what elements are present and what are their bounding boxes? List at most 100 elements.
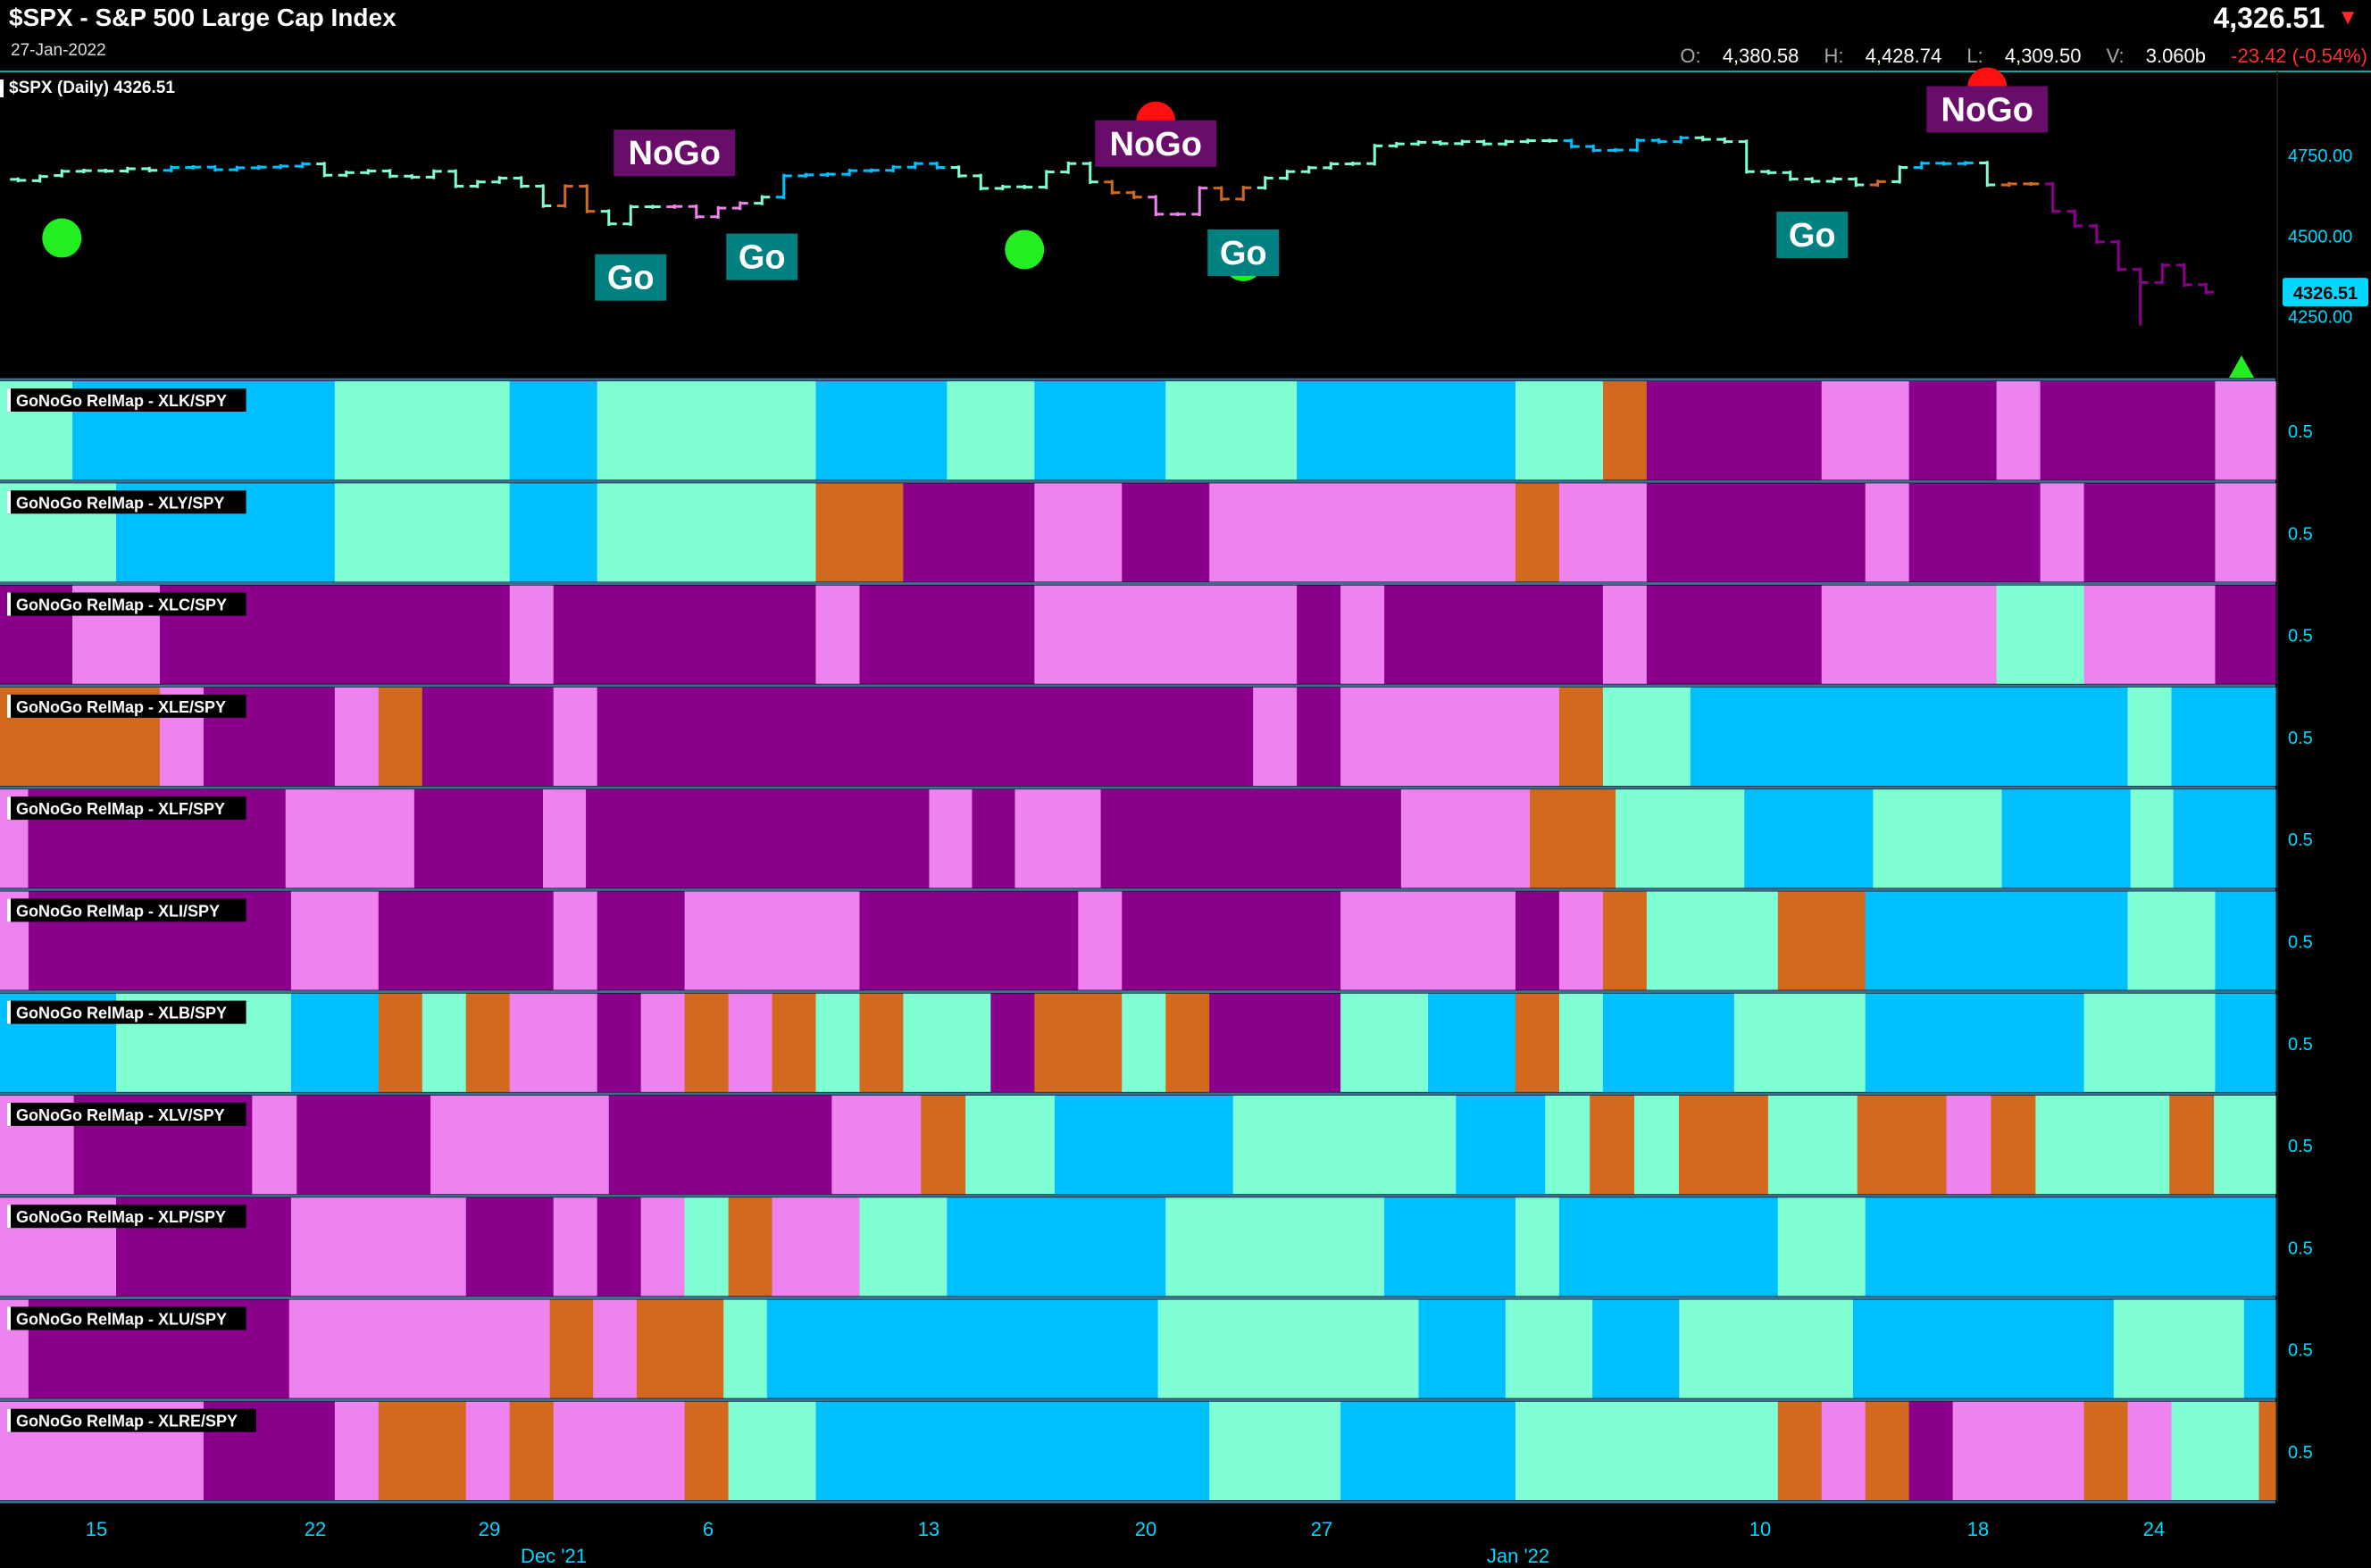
- heatmap-cell: [1767, 1095, 1858, 1195]
- heatmap-cell: [1297, 381, 1516, 480]
- heatmap-cell: [2040, 483, 2085, 582]
- heatmap-cell: [1865, 483, 1910, 582]
- open-key: O:: [1680, 45, 1701, 67]
- heatmap-cell: [1297, 585, 1341, 684]
- heatmap-cell: [2113, 1299, 2245, 1398]
- heatmap-cell: [728, 1197, 773, 1297]
- heatmap-cell: [2173, 789, 2276, 888]
- panel-label-box: [7, 592, 246, 616]
- heatmap-cell: [859, 891, 1079, 990]
- heatmap-cell: [1865, 891, 2129, 990]
- go-label-box: [1776, 212, 1849, 259]
- heatmap-cell: [1744, 789, 1874, 888]
- go-label: Go: [607, 260, 655, 297]
- heatmap-cell: [597, 1197, 642, 1297]
- heatmap-cell: [2243, 1299, 2276, 1398]
- heatmap-cell: [1646, 585, 1823, 684]
- heatmap-cell: [378, 1401, 467, 1500]
- heatmap-cell: [1821, 381, 1910, 480]
- heatmap-cell: [1100, 789, 1402, 888]
- heatmap-cell: [1034, 585, 1298, 684]
- go-label: Go: [1789, 217, 1836, 254]
- heatmap-cell: [1865, 1401, 1910, 1500]
- panel-label-marker: [7, 1205, 11, 1229]
- heatmap-cell: [549, 1299, 594, 1398]
- x-tick: 27: [1311, 1518, 1332, 1540]
- heatmap-cell: [921, 1095, 966, 1195]
- panel-value: 0.5: [2288, 1239, 2313, 1258]
- heatmap-cell: [1515, 1197, 1560, 1297]
- heatmap-cell: [2083, 585, 2217, 684]
- heatmap-cell: [334, 1401, 380, 1500]
- heatmap-cell: [1418, 1299, 1507, 1398]
- heatmap-cell: [1634, 1095, 1680, 1195]
- heatmap-cell: [2215, 891, 2276, 990]
- panel-label-marker: [7, 490, 11, 514]
- panel-value: 0.5: [2288, 1035, 2313, 1055]
- panel-label: GoNoGo RelMap - XLE/SPY: [16, 698, 226, 716]
- heatmap-cell: [334, 483, 511, 582]
- heatmap-cell: [465, 1197, 555, 1297]
- panel-value: 0.5: [2288, 729, 2313, 748]
- heatmap-cell: [1592, 1299, 1680, 1398]
- panel-value: 0.5: [2288, 1341, 2313, 1361]
- heatmap-cell: [1384, 585, 1604, 684]
- heatmap-cell: [509, 1401, 555, 1500]
- heatmap-cell: [1646, 891, 1779, 990]
- price-y-tick: 4750.00: [2288, 146, 2352, 166]
- nogo-label-box: [614, 129, 736, 177]
- panel-label-marker: [7, 898, 11, 922]
- heatmap-cell: [1515, 993, 1560, 1092]
- heatmap-cell: [1602, 687, 1691, 787]
- heatmap-cell: [859, 993, 905, 1092]
- panel-label: GoNoGo RelMap - XLY/SPY: [16, 494, 224, 512]
- heatmap-cell: [597, 993, 642, 1092]
- heatmap-cell: [1055, 1095, 1234, 1195]
- heatmap-cell: [1908, 483, 2041, 582]
- x-tick: 13: [918, 1518, 939, 1540]
- panel-label: GoNoGo RelMap - XLF/SPY: [16, 800, 225, 818]
- panel-label-marker: [7, 1102, 11, 1126]
- heatmap-cell: [553, 891, 598, 990]
- heatmap-cell: [1690, 687, 2129, 787]
- last-price: 4,326.51: [2213, 2, 2325, 34]
- heatmap-cell: [1014, 789, 1102, 888]
- down-arrow-icon: ▼: [2337, 5, 2358, 29]
- nogo-label: NoGo: [1110, 126, 1202, 163]
- heatmap-cell: [1384, 1197, 1516, 1297]
- heatmap-cell: [1857, 1095, 1948, 1195]
- heatmap-cell: [1679, 1299, 1854, 1398]
- heatmap-cell: [553, 1401, 686, 1500]
- heatmap-cell: [1908, 381, 1998, 480]
- heatmap-cell: [1952, 1401, 2085, 1500]
- heatmap-cell: [597, 483, 817, 582]
- heatmap-cell: [2127, 1401, 2173, 1500]
- heatmap-cell: [1558, 483, 1648, 582]
- panel-label-box: [7, 490, 246, 514]
- heatmap-cell: [1733, 993, 1866, 1092]
- heatmap-cell: [1122, 891, 1341, 990]
- heatmap-cell: [2130, 789, 2175, 888]
- panel-label-box: [7, 898, 246, 922]
- heatmap-cell: [1034, 381, 1166, 480]
- heatmap-cell: [1865, 1197, 2276, 1297]
- heatmap-cell: [1515, 1401, 1779, 1500]
- heatmap-cell: [965, 1095, 1056, 1195]
- heatmap-cell: [413, 789, 544, 888]
- heatmap-cell: [1340, 891, 1516, 990]
- heatmap-cell: [288, 1299, 551, 1398]
- heatmap-cell: [1340, 687, 1560, 787]
- heatmap-cell: [1165, 381, 1298, 480]
- heatmap-cell: [1209, 483, 1516, 582]
- heatmap-cell: [378, 891, 555, 990]
- heatmap-cell: [430, 1095, 610, 1195]
- heatmap-cell: [831, 1095, 922, 1195]
- heatmap-cell: [903, 483, 1035, 582]
- heatmap-cell: [2001, 789, 2132, 888]
- panel-label-box: [7, 1306, 246, 1330]
- ohlc-readout: O: 4,380.58 H: 4,428.74 L: 4,309.50 V: 3…: [1680, 45, 2371, 68]
- heatmap-cell: [553, 1197, 598, 1297]
- heatmap-cell: [608, 1095, 832, 1195]
- panel-label-marker: [7, 1408, 11, 1432]
